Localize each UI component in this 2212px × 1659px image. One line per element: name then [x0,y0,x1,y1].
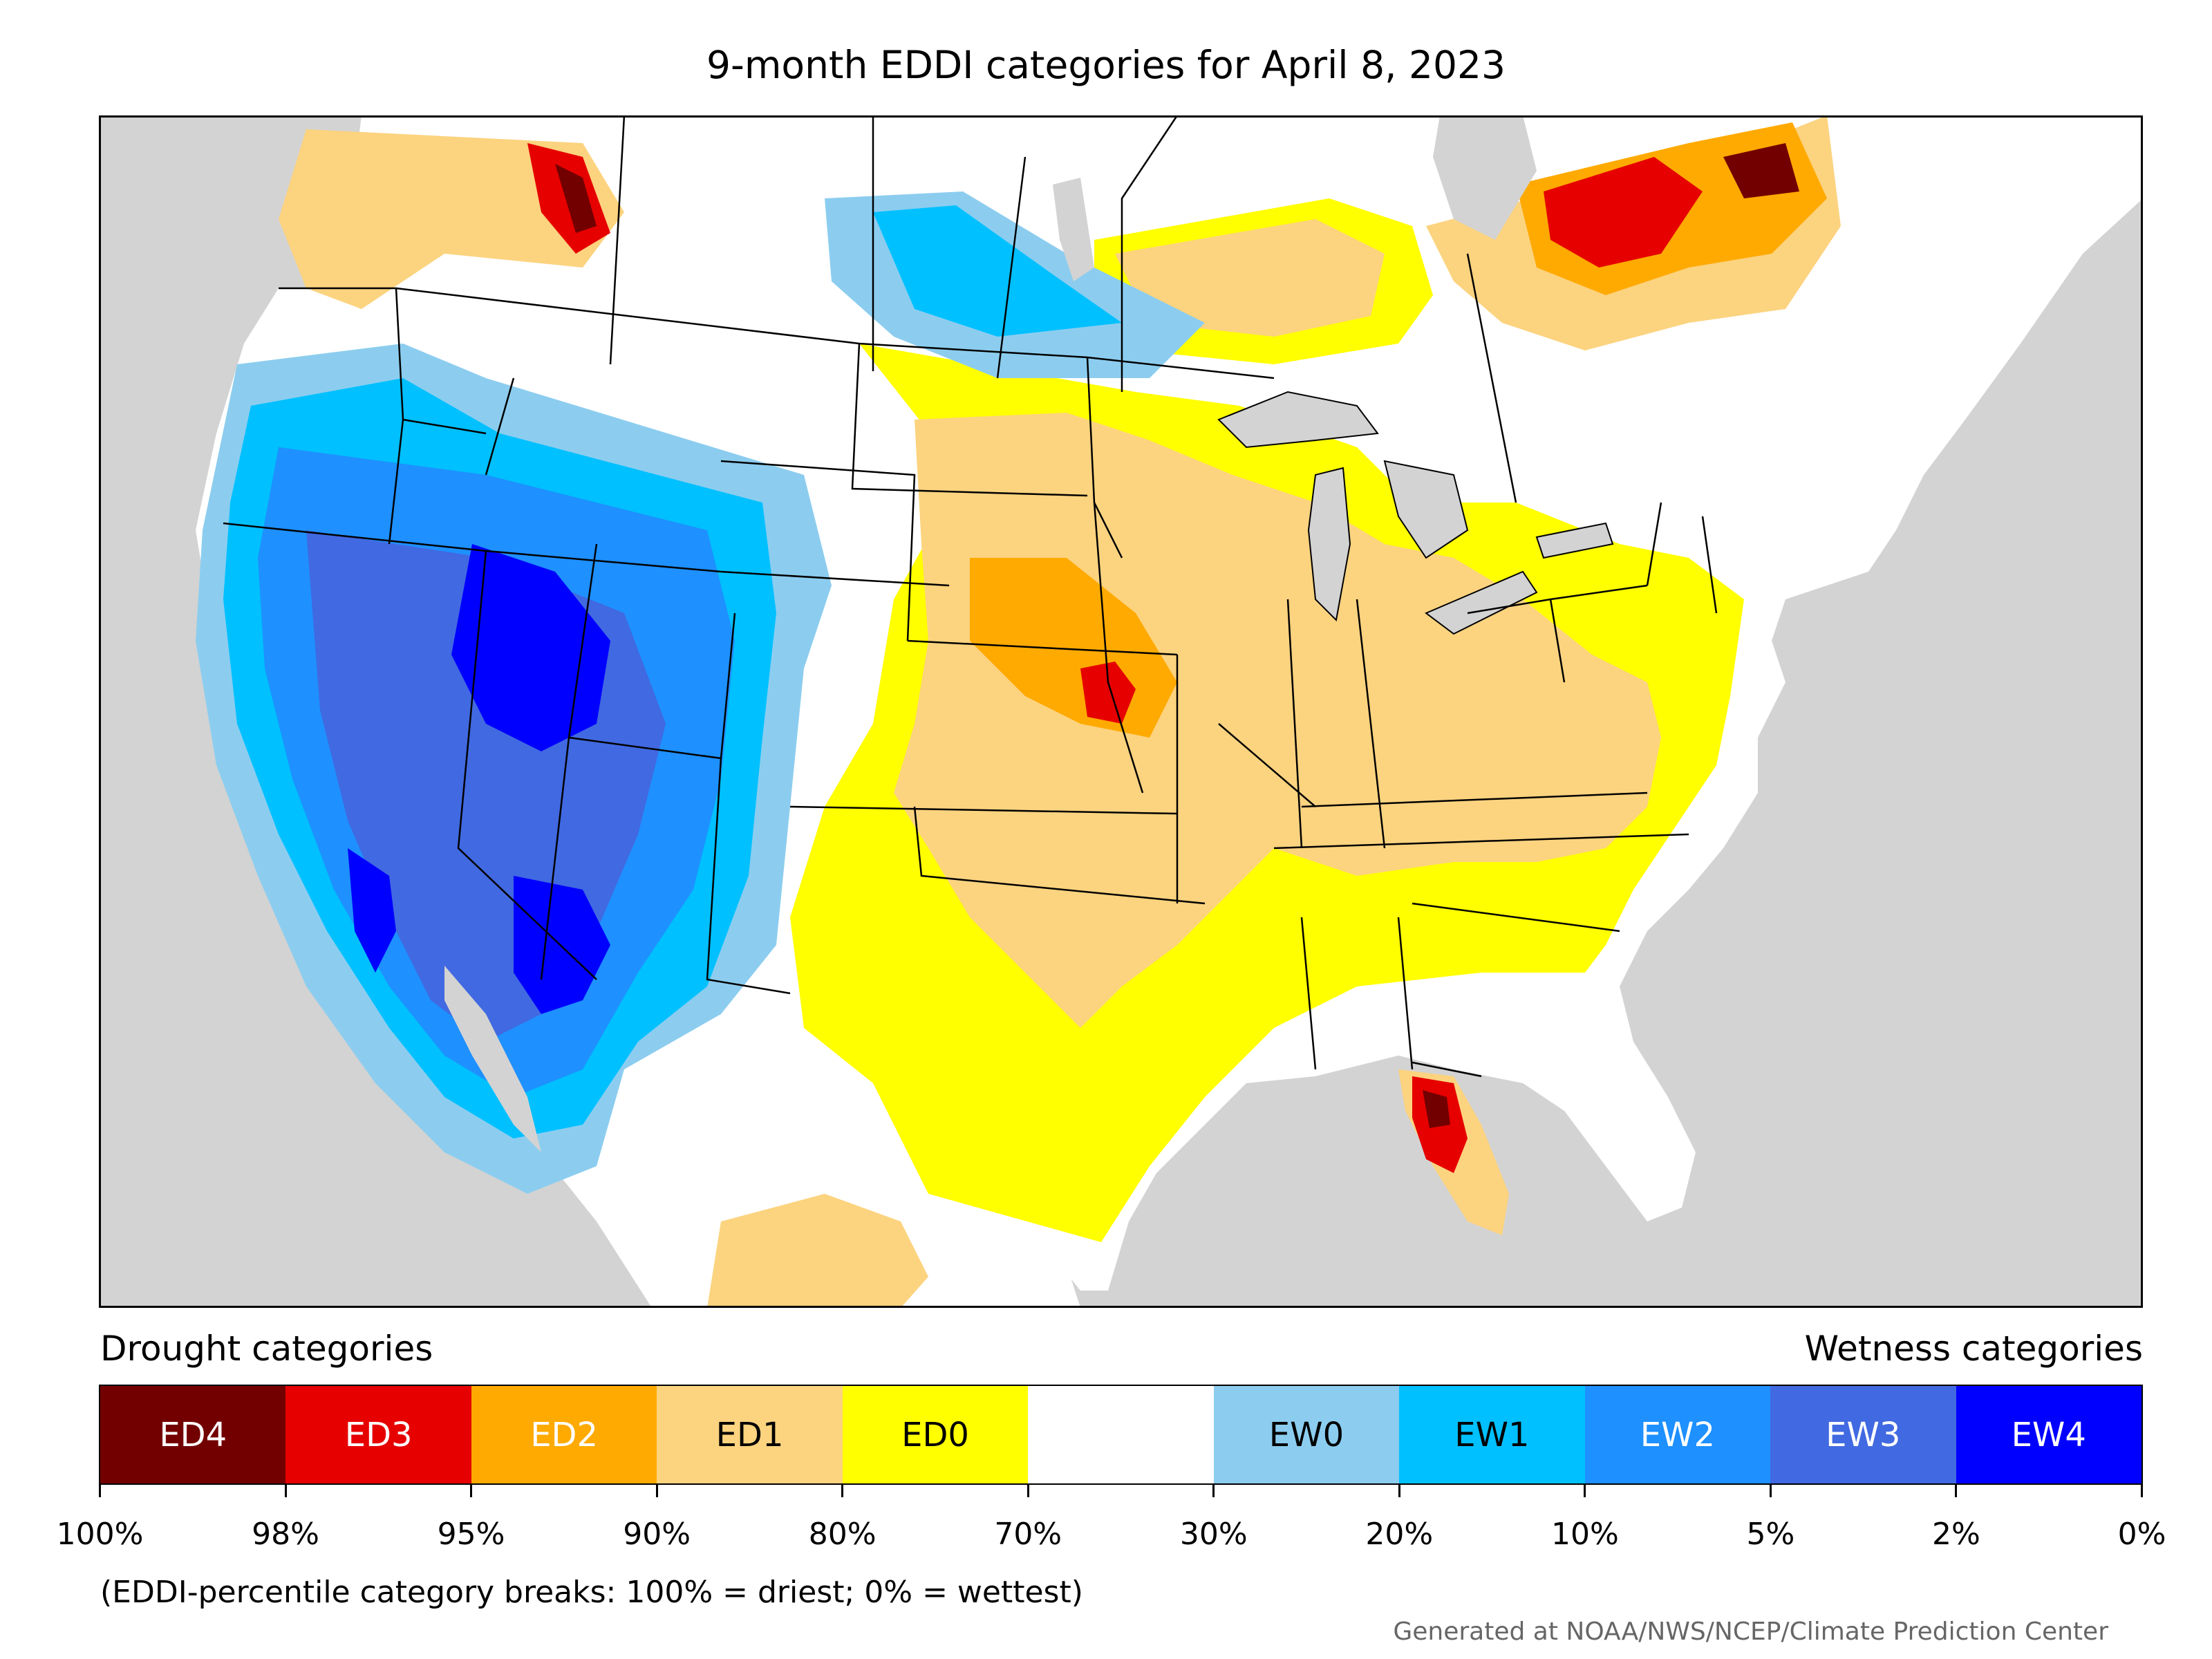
ew4-great-basin [451,544,610,751]
credit-text: Generated at NOAA/NWS/NCEP/Climate Predi… [1393,1618,2108,1646]
legend-cell-ew2: EW2 [1584,1386,1771,1483]
legend-cell-ew3: EW3 [1770,1386,1956,1483]
colorbar-tick-label: 10% [1550,1517,1619,1552]
lake-winnipeg [1053,178,1094,281]
ed1-south-texas [707,1194,928,1308]
colorbar-tick-label: 70% [994,1517,1062,1552]
ed1-ontario [1115,219,1385,337]
colorbar-tick-label: 80% [808,1517,877,1552]
drought-categories-heading: Drought categories [100,1329,433,1369]
lake-erie [1425,570,1538,635]
colorbar-tick [99,1485,101,1497]
lake-huron [1383,460,1469,559]
category-break-note: (EDDI-percentile category breaks: 100% =… [100,1575,1083,1610]
colorbar-tick [1955,1485,1958,1497]
ed3-quebec [1544,157,1703,268]
colorbar-tick [2141,1485,2143,1497]
colorbar-tick [284,1485,287,1497]
lake-superior [1217,391,1379,449]
colorbar-tick [1584,1485,1586,1497]
colorbar-tick-label: 100% [56,1517,144,1552]
hudson-bay-edge [1433,115,1537,240]
ed1-region [894,413,1661,1028]
colorbar-tick-label: 20% [1365,1517,1434,1552]
ed4-quebec [1723,143,1799,198]
colorbar-tick [1769,1485,1772,1497]
legend-cell-ed4: ED4 [100,1386,286,1483]
colorbar-tick [655,1485,658,1497]
ew1-prairies [873,205,1122,337]
colorbar-tick-label: 90% [623,1517,691,1552]
colorbar-tick-label: 30% [1179,1517,1248,1552]
lake-ontario [1535,522,1614,559]
colorbar-tick-label: 2% [1932,1517,1980,1552]
ed4-bc [555,164,597,233]
legend-cell-normal [1028,1386,1214,1483]
colorbar-tick-label: 95% [437,1517,505,1552]
legend-cell-ew1: EW1 [1399,1386,1585,1483]
colorbar-tick-label: 5% [1746,1517,1795,1552]
legend-cell-ed0: ED0 [842,1386,1029,1483]
legend-cell-ew4: EW4 [1956,1386,2141,1483]
colorbar-tick [1398,1485,1400,1497]
lake-michigan [1307,467,1351,622]
colorbar-tick [1027,1485,1029,1497]
colorbar-tick [1212,1485,1215,1497]
legend-cell-ew0: EW0 [1213,1386,1400,1483]
ed3-missouri [1080,662,1136,724]
colorbar-tick [470,1485,473,1497]
map-border [99,115,2143,1308]
ew4-arizona [514,876,610,1014]
legend-cell-ed3: ED3 [285,1386,471,1483]
colorbar-tick-label: 98% [252,1517,319,1552]
state-boundaries [223,115,1718,1078]
ed4-florida [1423,1090,1450,1128]
colorbar-tick [841,1485,844,1497]
map-title: 9-month EDDI categories for April 8, 202… [706,43,1506,87]
gulf-of-california [444,966,541,1152]
colorbar-ticks [99,1485,2143,1512]
wetness-categories-heading: Wetness categories [1804,1329,2143,1369]
eddi-map [99,115,2143,1308]
legend-cell-ed1: ED1 [657,1386,843,1483]
colorbar-tick-label: 0% [2117,1517,2166,1552]
category-colorbar: ED4 ED3 ED2 ED1 ED0 EW0 EW1 EW2 EW3 EW4 [99,1385,2143,1485]
ew4-california [348,848,396,973]
legend-cell-ed2: ED2 [471,1386,657,1483]
